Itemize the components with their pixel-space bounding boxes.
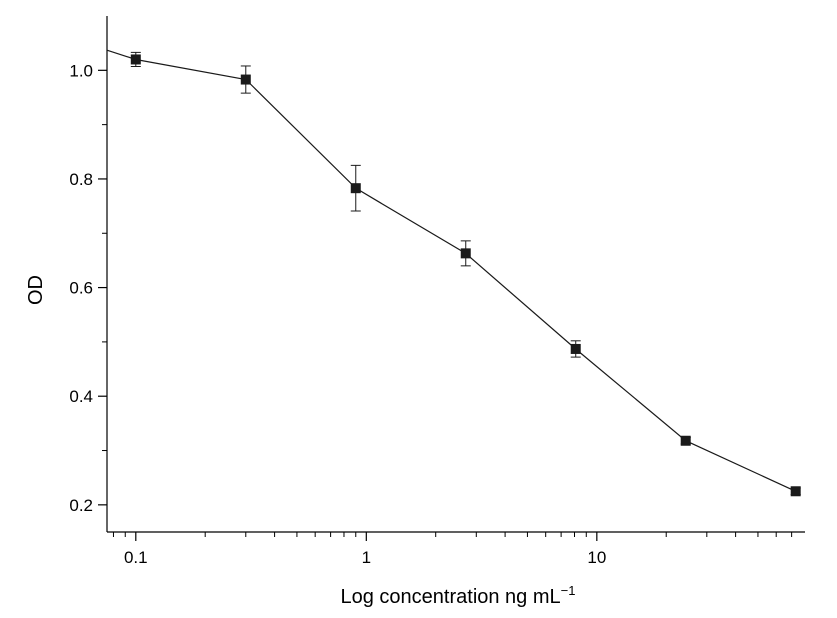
series-line-path <box>106 49 796 492</box>
plot-area <box>106 49 801 497</box>
x-tick-labels: 0.1 1 10 <box>124 548 606 567</box>
data-point-marker <box>240 74 251 85</box>
y-tick-label: 0.4 <box>69 387 93 406</box>
y-axis: 0.2 0.4 0.6 0.8 1.0 <box>69 16 108 532</box>
x-ticks <box>135 532 598 541</box>
y-minor-ticks <box>102 124 107 452</box>
x-tick-label: 1 <box>362 548 371 567</box>
y-tick-labels: 0.2 0.4 0.6 0.8 1.0 <box>69 61 93 515</box>
y-tick-label: 0.6 <box>69 279 93 298</box>
x-tick-label: 10 <box>587 548 606 567</box>
y-axis-label: OD <box>25 275 47 305</box>
series-line <box>106 49 796 492</box>
x-axis-label-superscript: −1 <box>561 583 576 598</box>
y-ticks <box>98 69 107 506</box>
x-axis-label: Log concentration ng mL−1 <box>341 583 576 608</box>
data-point-marker <box>790 486 801 497</box>
y-tick-label: 1.0 <box>69 61 93 80</box>
data-point-marker <box>350 183 361 194</box>
y-tick-label: 0.2 <box>69 496 93 515</box>
x-minor-ticks <box>112 532 793 537</box>
x-tick-label: 0.1 <box>124 548 148 567</box>
data-point-marker <box>570 343 581 354</box>
x-axis: 0.1 1 10 <box>107 531 805 567</box>
y-tick-label: 0.8 <box>69 170 93 189</box>
data-point-marker <box>680 435 691 446</box>
markers <box>130 54 801 497</box>
error-bars <box>130 51 801 496</box>
data-point-marker <box>460 248 471 259</box>
data-point-marker <box>130 54 141 65</box>
